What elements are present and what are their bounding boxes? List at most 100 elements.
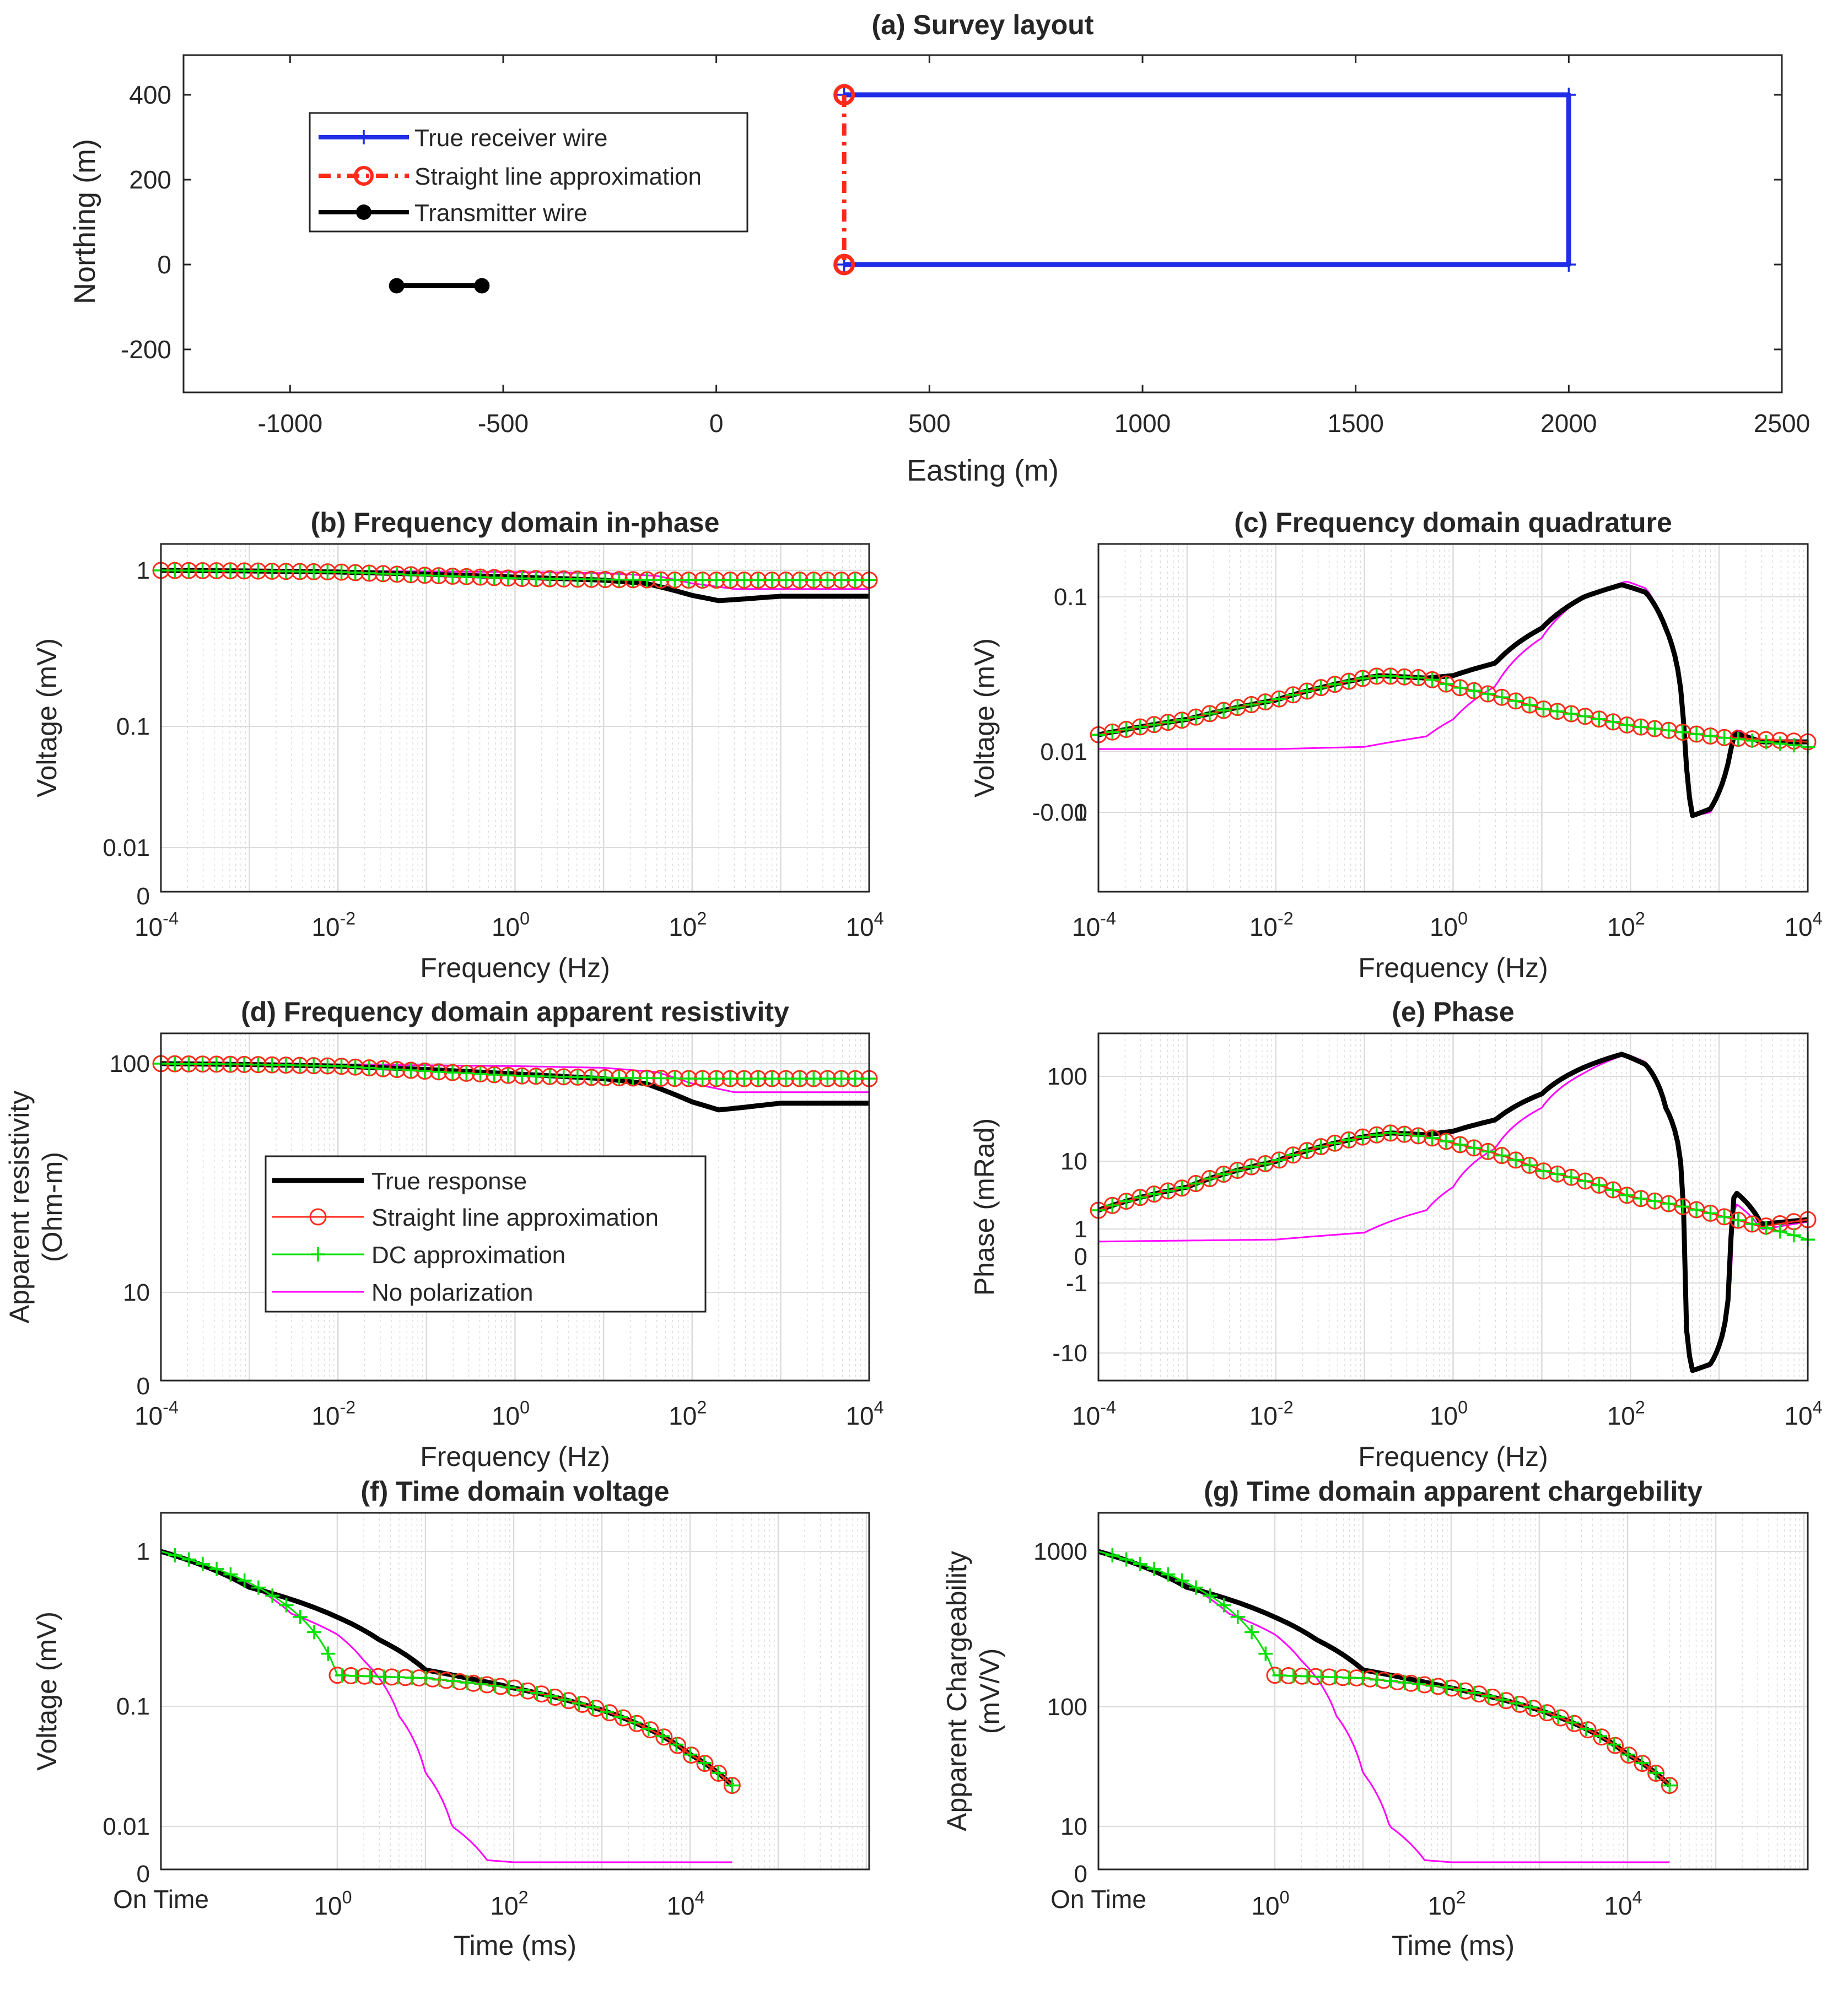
x-tick-label: -1000 [258, 409, 323, 438]
data-point [1549, 703, 1566, 720]
x-tick-label: 100 [492, 1397, 530, 1430]
data-point [389, 278, 405, 294]
y-tick-label: 0 [1074, 1861, 1087, 1888]
y-axis-label: Apparent resistivity [4, 1091, 35, 1323]
legend-label: Straight line approximation [414, 163, 702, 190]
y-tick-label: 1000 [1033, 1538, 1087, 1565]
data-point [1354, 1128, 1371, 1146]
data-point [1590, 710, 1608, 728]
x-tick-label: 104 [845, 1397, 883, 1430]
x-tick-label: On Time [113, 1885, 209, 1913]
x-tick-label: 104 [845, 908, 883, 941]
chart-title: (f) Time domain voltage [360, 1476, 669, 1507]
x-tick-label: 2000 [1540, 409, 1597, 438]
y-tick-label: 10 [123, 1279, 150, 1306]
data-point [1257, 693, 1274, 711]
y-axis-label: Apparent Chargeability [941, 1551, 972, 1831]
y-tick-label: 400 [129, 80, 171, 109]
data-point [1632, 1190, 1650, 1208]
x-tick-label: 102 [669, 908, 707, 941]
y-tick-label: 1 [1074, 1216, 1087, 1243]
y-tick-label: 1 [137, 1538, 150, 1565]
chart-title: (d) Frequency domain apparent resistivit… [241, 996, 789, 1027]
x-axis-label: Time (ms) [1392, 1930, 1515, 1961]
data-point [1132, 718, 1149, 736]
data-point [533, 1685, 551, 1703]
data-point [1159, 714, 1177, 731]
chart-b: 10-4 10-2 100 102 104 0 0.01 0.1 1 (b) Frequency … [31, 507, 884, 983]
y-tick-label: 0 [1074, 1243, 1087, 1270]
y-tick-label: 100 [110, 1050, 150, 1077]
y-tick-label: 0 [1074, 799, 1087, 826]
legend-label: Straight line approximation [371, 1204, 659, 1231]
x-tick-label: 0 [709, 409, 724, 438]
y-tick-label: -200 [121, 335, 171, 364]
data-point [1368, 1126, 1386, 1144]
x-tick-label: 102 [1607, 1397, 1645, 1430]
chart-title: (e) Phase [1392, 996, 1514, 1027]
data-point [1647, 1764, 1665, 1782]
x-tick-label: 104 [1784, 908, 1822, 941]
x-tick-label: 10-2 [1249, 908, 1294, 941]
data-point [1145, 716, 1163, 734]
x-tick-label: 10-4 [1072, 1397, 1116, 1430]
y-axis-label: Voltage (mV) [31, 1611, 62, 1771]
x-tick-label: 10-2 [311, 1397, 355, 1430]
y-tick-label: 0.01 [103, 834, 150, 861]
x-tick-label: 10-4 [134, 908, 179, 941]
data-point [1661, 1777, 1678, 1794]
data-point [1688, 725, 1705, 743]
x-tick-label: 100 [492, 908, 530, 941]
data-point [833, 254, 855, 276]
x-tick-label: 1000 [1114, 409, 1171, 438]
x-tick-label: 102 [490, 1887, 528, 1920]
y-axis-label: Voltage (mV) [31, 638, 62, 797]
axes-frame [1097, 543, 1809, 893]
data-point [1451, 679, 1469, 697]
y-tick-label: 0 [137, 1861, 150, 1888]
data-point [1618, 716, 1636, 734]
y-tick-label: 0 [137, 883, 150, 910]
data-point [1117, 720, 1135, 738]
y-axis-label: Phase (mRad) [969, 1118, 1000, 1296]
y-axis-label: (Ohm-m) [37, 1152, 68, 1262]
y-tick-label: 10 [1060, 1148, 1087, 1175]
x-tick-label: 104 [1604, 1887, 1642, 1920]
data-point [1743, 1215, 1761, 1233]
x-tick-label: -500 [478, 409, 529, 438]
y-axis-label: Voltage (mV) [969, 638, 1000, 797]
legend-label: True response [371, 1168, 527, 1195]
data-point [1701, 727, 1719, 745]
x-tick-label: 500 [908, 409, 951, 438]
data-point [1660, 1195, 1678, 1212]
legend-marker [356, 204, 371, 220]
data-point [723, 1777, 741, 1794]
axes-frame [1097, 1512, 1809, 1871]
y-axis-label: Northing (m) [68, 139, 101, 304]
data-point [1660, 721, 1678, 739]
chart-a: -1000 -500 0 500 1000 1500 2000 2500 -200 0 200 400… [68, 9, 1810, 487]
axes-frame [160, 543, 870, 893]
data-point [1632, 718, 1650, 736]
y-tick-label: 100 [1047, 1694, 1087, 1721]
data-point [546, 1689, 564, 1706]
data-point [1340, 672, 1357, 690]
data-point [519, 1682, 537, 1700]
x-tick-label: 104 [666, 1887, 704, 1920]
chart-f: On Time 100 102 104 0 0.01 0.1 1 (f) Time domain… [31, 1476, 870, 1961]
data-point [1229, 699, 1246, 716]
chart-title: (g) Time domain apparent chargebility [1204, 1476, 1702, 1507]
y-tick-label: 0.1 [116, 1693, 150, 1720]
data-point [1215, 702, 1232, 719]
data-point [1326, 676, 1344, 693]
x-tick-label: 100 [1430, 908, 1468, 941]
chart-title: (a) Survey layout [872, 9, 1094, 40]
data-point [1674, 724, 1691, 741]
data-point [1396, 1125, 1413, 1143]
y-tick-label: 1 [137, 557, 150, 584]
data-point [1716, 729, 1733, 746]
axes-frame [160, 1512, 870, 1871]
y-tick-label: 0 [137, 1373, 150, 1400]
